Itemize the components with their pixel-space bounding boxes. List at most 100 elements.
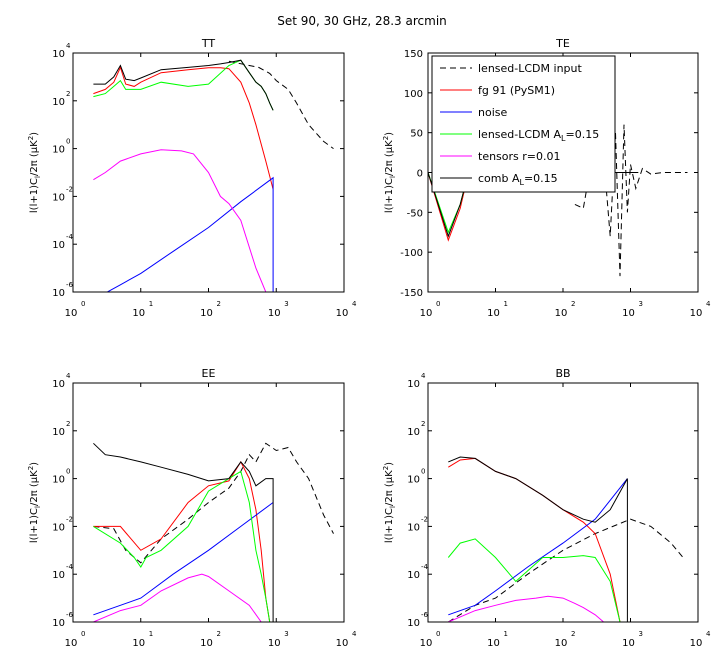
xtick-exponent: 4 — [706, 630, 711, 638]
series-ee-0 — [93, 442, 334, 564]
ytick-label: 10 — [52, 379, 65, 390]
xtick-exponent: 2 — [571, 300, 575, 308]
xtick-label: 10 — [555, 638, 568, 649]
xtick-exponent: 1 — [504, 630, 508, 638]
legend-label: noise — [478, 106, 507, 119]
xtick-label: 10 — [690, 638, 703, 649]
xtick-label: 10 — [487, 308, 500, 319]
axes-box-bb — [427, 382, 699, 623]
xtick-exponent: 4 — [706, 300, 711, 308]
ytick-exponent: 2 — [421, 420, 425, 428]
xtick-exponent: 2 — [217, 300, 221, 308]
ytick-label: 100 — [404, 89, 423, 100]
xtick-exponent: 1 — [504, 300, 508, 308]
xtick-label: 10 — [200, 308, 213, 319]
xtick-label: 10 — [487, 638, 500, 649]
ytick-label: 150 — [404, 49, 423, 60]
xtick-label: 10 — [132, 638, 145, 649]
series-bb-0 — [448, 518, 684, 622]
xtick-exponent: 2 — [217, 630, 221, 638]
series-bb-1 — [448, 457, 621, 622]
ytick-label: 10 — [407, 427, 420, 438]
ytick-exponent: 0 — [66, 468, 70, 476]
series-tt-1 — [93, 65, 274, 190]
series-ee-3 — [93, 470, 271, 622]
ytick-label: -100 — [400, 248, 423, 259]
xtick-label: 10 — [200, 638, 213, 649]
ytick-exponent: -6 — [421, 611, 429, 619]
series-ee-5 — [93, 442, 274, 622]
xtick-label: 10 — [65, 638, 78, 649]
legend-label: lensed-LCDM AL=0.15 — [478, 128, 599, 143]
ytick-label: 10 — [52, 618, 65, 629]
xtick-exponent: 0 — [81, 300, 85, 308]
series-ee-4 — [93, 573, 262, 622]
series-tt-5 — [93, 59, 274, 111]
series-bb-2 — [448, 478, 628, 616]
ytick-label: 10 — [52, 570, 65, 581]
xtick-label: 10 — [420, 308, 433, 319]
series-ee-1 — [93, 460, 271, 622]
xtick-exponent: 3 — [639, 630, 643, 638]
series-bb-3 — [447, 538, 621, 622]
legend-label: comb AL=0.15 — [478, 172, 558, 187]
ytick-exponent: -6 — [66, 281, 74, 289]
xtick-label: 10 — [690, 308, 703, 319]
ytick-exponent: 2 — [66, 420, 70, 428]
xtick-exponent: 1 — [149, 630, 153, 638]
xtick-exponent: 3 — [639, 300, 643, 308]
xtick-exponent: 4 — [352, 300, 357, 308]
figure-suptitle: Set 90, 30 GHz, 28.3 arcmin — [277, 14, 447, 28]
xtick-label: 10 — [268, 308, 281, 319]
ytick-exponent: 4 — [66, 372, 71, 380]
xtick-exponent: 4 — [352, 630, 357, 638]
xtick-exponent: 0 — [81, 630, 85, 638]
ytick-label: 10 — [407, 522, 420, 533]
legend-label: tensors r=0.01 — [478, 150, 561, 163]
series-bb-5 — [448, 456, 628, 622]
ytick-label: 10 — [407, 379, 420, 390]
ytick-label: 10 — [407, 570, 420, 581]
xtick-label: 10 — [622, 638, 635, 649]
ytick-label: 10 — [52, 240, 65, 251]
ytick-exponent: -6 — [66, 611, 74, 619]
ytick-exponent: -4 — [66, 563, 74, 571]
ytick-exponent: 4 — [421, 372, 426, 380]
ytick-label: 0 — [417, 169, 423, 180]
xtick-label: 10 — [622, 308, 635, 319]
ytick-label: 10 — [52, 49, 65, 60]
ytick-label: 10 — [407, 475, 420, 486]
panel-title-bb: BB — [555, 367, 570, 380]
xtick-exponent: 3 — [284, 630, 288, 638]
ytick-label: 10 — [52, 522, 65, 533]
xtick-exponent: 0 — [436, 630, 440, 638]
ytick-exponent: 0 — [421, 468, 425, 476]
series-ee-2 — [93, 502, 274, 616]
ylabel-ee: l(l+1)Cl/2π (μK2) — [27, 462, 42, 543]
xtick-exponent: 2 — [571, 630, 575, 638]
ytick-exponent: -4 — [66, 233, 74, 241]
series-bb-4 — [448, 595, 604, 622]
ytick-label: 10 — [52, 288, 65, 299]
xtick-exponent: 0 — [436, 300, 440, 308]
ytick-label: -150 — [400, 288, 423, 299]
ytick-label: 10 — [52, 97, 65, 108]
ytick-label: 10 — [52, 145, 65, 156]
xtick-label: 10 — [132, 308, 145, 319]
ytick-label: 10 — [52, 475, 65, 486]
ytick-exponent: 2 — [66, 90, 70, 98]
panel-title-te: TE — [555, 37, 570, 50]
ytick-label: 10 — [52, 427, 65, 438]
ytick-label: 10 — [52, 192, 65, 203]
ytick-exponent: 4 — [66, 42, 71, 50]
ylabel-bb: l(l+1)Cl/2π (μK2) — [382, 462, 397, 543]
ylabel-tt: l(l+1)Cl/2π (μK2) — [27, 132, 42, 213]
ylabel-te: l(l+1)Cl/2π (μK2) — [382, 132, 397, 213]
xtick-label: 10 — [420, 638, 433, 649]
ytick-label: 10 — [407, 618, 420, 629]
xtick-label: 10 — [336, 308, 349, 319]
panel-title-ee: EE — [202, 367, 216, 380]
series-tt-2 — [106, 176, 274, 292]
xtick-exponent: 1 — [149, 300, 153, 308]
